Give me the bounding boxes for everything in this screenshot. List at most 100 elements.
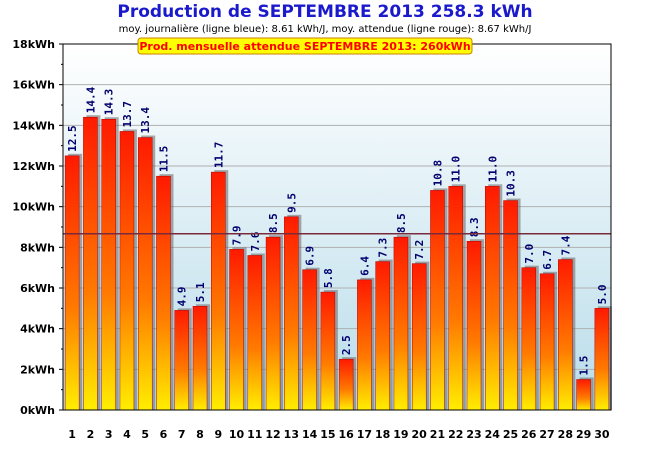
bar-value-label: 14.3: [103, 89, 116, 115]
bar: [375, 261, 390, 411]
bar-value-label: 8.5: [267, 213, 280, 233]
x-tick-label: 18: [375, 428, 390, 441]
bar-value-label: 9.5: [285, 193, 298, 213]
bar: [338, 358, 354, 411]
x-axis-ticks: 1 2 3 4 5 6 7 8 9 10 11 12 13 14 15 16 17 18 19 20 21 22 23 24 2…: [68, 428, 610, 441]
y-tick-label: 12kWh: [12, 160, 55, 173]
x-tick-label: 12: [265, 428, 280, 441]
bar-value-label: 1.5: [578, 356, 591, 376]
bar-value-label: 8.5: [395, 213, 408, 233]
bar: [448, 186, 463, 411]
x-tick-label: 10: [229, 428, 245, 441]
bar-value-label: 10.8: [431, 160, 444, 187]
bar-value-label: 13.4: [139, 107, 152, 134]
bar: [430, 190, 445, 411]
bar: [594, 308, 610, 411]
banner-box: [137, 37, 473, 55]
bar-value-label: 11.5: [157, 146, 170, 173]
bar: [211, 171, 226, 411]
x-tick-label: 13: [284, 428, 299, 441]
bar-value-label: 11.0: [486, 156, 499, 183]
x-tick-label: 9: [214, 428, 222, 441]
x-tick-label: 14: [302, 428, 318, 441]
x-tick-label: 3: [105, 428, 113, 441]
chart-subtitle: moy. journalière (ligne bleue): 8.61 kWh…: [118, 24, 532, 35]
bar-value-label: 12.5: [66, 125, 79, 152]
bar-value-label: 7.0: [523, 244, 536, 264]
bar-value-label: 2.5: [340, 335, 353, 355]
bar-value-label: 6.7: [541, 250, 554, 270]
x-tick-label: 26: [521, 428, 537, 441]
bar: [265, 236, 281, 411]
x-tick-label: 20: [412, 428, 428, 441]
x-tick-label: 1: [68, 428, 76, 441]
bar: [101, 118, 116, 411]
y-tick-label: 14kWh: [12, 119, 55, 132]
x-tick-label: 28: [558, 428, 573, 441]
x-tick-label: 6: [160, 428, 168, 441]
bar: [485, 186, 500, 411]
bar-value-label: 6.9: [304, 246, 317, 266]
bar-value-label: 4.9: [176, 286, 189, 306]
bar: [521, 267, 537, 411]
bar: [284, 216, 299, 411]
bar: [558, 259, 573, 411]
bar-value-label: 5.8: [322, 268, 335, 288]
x-tick-label: 21: [430, 428, 445, 441]
bar: [576, 379, 591, 411]
x-tick-label: 2: [87, 428, 95, 441]
x-tick-label: 22: [448, 428, 463, 441]
x-tick-label: 29: [576, 428, 591, 441]
bar-value-label: 5.0: [596, 284, 609, 304]
bar: [539, 273, 555, 411]
x-tick-label: 19: [393, 428, 408, 441]
bar-value-label: 10.3: [505, 170, 518, 197]
bar-value-label: 5.1: [194, 282, 207, 302]
bar: [156, 175, 171, 411]
bar-value-label: 7.3: [377, 238, 390, 258]
banner-text: Prod. mensuelle attendue SEPTEMBRE 2013:…: [139, 40, 470, 53]
bar-value-label: 7.9: [231, 225, 244, 245]
bar: [393, 236, 409, 411]
bar-value-label: 14.4: [84, 86, 97, 113]
bar: [411, 263, 427, 411]
y-tick-label: 6kWh: [20, 282, 55, 295]
bar: [119, 131, 135, 411]
bar: [466, 240, 482, 411]
x-tick-label: 23: [466, 428, 481, 441]
y-tick-label: 18kWh: [12, 38, 55, 51]
x-tick-label: 17: [357, 428, 372, 441]
y-tick-label: 8kWh: [20, 241, 55, 254]
x-tick-label: 7: [178, 428, 186, 441]
bar: [503, 200, 518, 411]
bar-value-label: 11.7: [212, 142, 225, 169]
bar-value-label: 13.7: [121, 101, 134, 128]
bar: [229, 249, 244, 411]
y-tick-label: 2kWh: [20, 363, 55, 376]
y-tick-label: 16kWh: [12, 79, 55, 92]
bar-value-label: 8.3: [468, 217, 481, 237]
x-tick-label: 5: [141, 428, 149, 441]
x-tick-label: 30: [594, 428, 610, 441]
y-axis-ticks: 0kWh 2kWh 4kWh 6kWh 8kWh 10kWh 12kWh 14kWh 16kWh…: [12, 38, 63, 417]
bar: [357, 279, 372, 411]
banner-group: Prod. mensuelle attendue SEPTEMBRE 2013:…: [137, 37, 473, 55]
x-tick-label: 25: [503, 428, 518, 441]
x-tick-label: 27: [539, 428, 554, 441]
y-tick-label: 0kWh: [20, 404, 55, 417]
x-tick-label: 15: [320, 428, 335, 441]
chart-title: Production de SEPTEMBRE 2013 258.3 kWh: [117, 2, 533, 22]
x-tick-label: 24: [485, 428, 501, 441]
bar: [64, 155, 80, 411]
x-tick-label: 16: [338, 428, 354, 441]
bar-value-label: 7.2: [413, 240, 426, 260]
bar-value-label: 7.4: [559, 235, 572, 255]
bar: [192, 306, 208, 411]
bar: [320, 291, 336, 411]
bar-value-label: 6.4: [358, 256, 371, 276]
bar-value-label: 7.6: [249, 231, 262, 251]
y-tick-label: 4kWh: [20, 323, 55, 336]
bar: [137, 137, 153, 411]
x-tick-label: 11: [247, 428, 262, 441]
bar: [247, 255, 263, 411]
